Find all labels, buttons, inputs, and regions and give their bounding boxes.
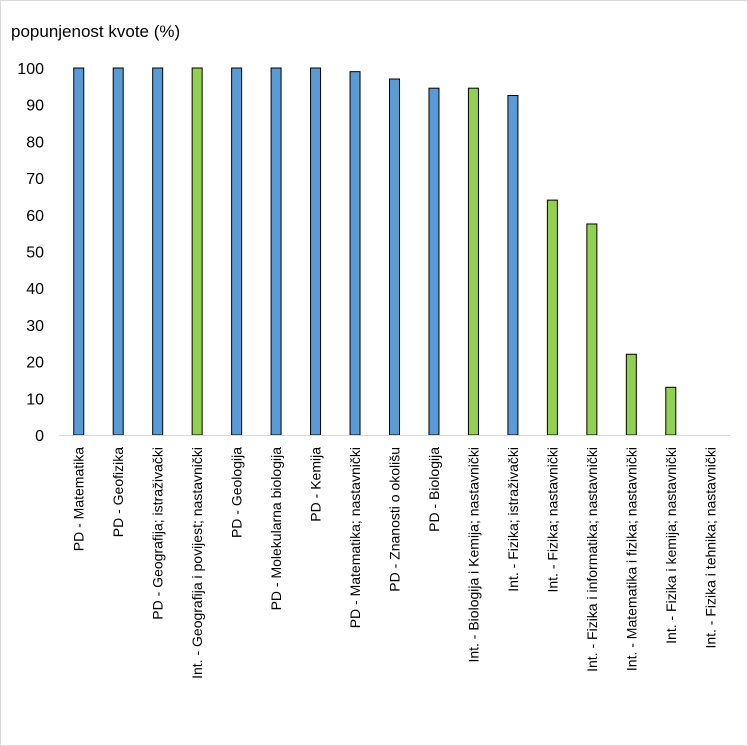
bar <box>665 386 677 436</box>
bar <box>625 353 637 436</box>
x-tick-label: Int. - Fizika i informatika; nastavnički <box>584 447 600 672</box>
x-tick-label: PD - Geofizika <box>110 447 126 537</box>
bar <box>270 67 282 436</box>
y-tick-label: 30 <box>26 318 44 335</box>
y-tick-label: 70 <box>26 171 44 188</box>
y-tick-label: 100 <box>17 61 44 78</box>
x-tick-label: Int. - Geografija i povijest; nastavničk… <box>189 447 205 679</box>
bar <box>73 67 85 436</box>
x-tick-label: Int. - Fizika i kemija; nastavnički <box>663 447 679 644</box>
x-tick-label: PD - Matematika; nastavnički <box>347 447 363 628</box>
x-tick-label: PD - Molekularna biologija <box>268 447 284 611</box>
y-tick-label: 50 <box>26 245 44 262</box>
y-tick-label: 60 <box>26 208 44 225</box>
x-tick-label: Int. - Biologija i Kemija; nastavnički <box>465 447 481 663</box>
x-tick-label: Int. - Matematika i fizika; nastavnički <box>623 447 639 671</box>
bar <box>389 78 400 436</box>
bar <box>467 87 479 436</box>
bar <box>191 67 203 436</box>
bar <box>112 67 124 436</box>
bar <box>428 87 440 436</box>
y-tick-label: 0 <box>35 428 44 445</box>
x-tick-label: Int. - Fizika i tehnika; nastavnički <box>702 447 718 649</box>
x-tick-label: PD - Kemija <box>308 447 324 522</box>
y-tick-label: 20 <box>26 355 44 372</box>
bar <box>231 67 243 436</box>
y-tick-label: 90 <box>26 98 44 115</box>
bar <box>507 95 519 436</box>
y-tick-label: 80 <box>26 134 44 151</box>
bar <box>586 223 598 436</box>
bar <box>152 67 164 436</box>
x-tick-label: PD - Matematika <box>71 447 87 551</box>
x-tick-label: Int. - Fizika; nastavnički <box>544 447 560 593</box>
bar <box>349 71 361 436</box>
x-tick-label: PD - Znanosti o okolišu <box>387 447 403 592</box>
y-tick-label: 10 <box>26 391 44 408</box>
x-tick-label: Int. - Fizika; istraživački <box>505 447 521 592</box>
x-tick-label: PD - Geografija; istraživački <box>150 447 166 620</box>
y-tick-label: 40 <box>26 281 44 298</box>
y-axis-title: popunjenost kvote (%) <box>11 22 181 41</box>
x-tick-label: PD - Geologija <box>229 447 245 538</box>
bar <box>546 199 558 436</box>
bar <box>310 67 322 436</box>
x-tick-label: PD - Biologija <box>426 447 442 532</box>
